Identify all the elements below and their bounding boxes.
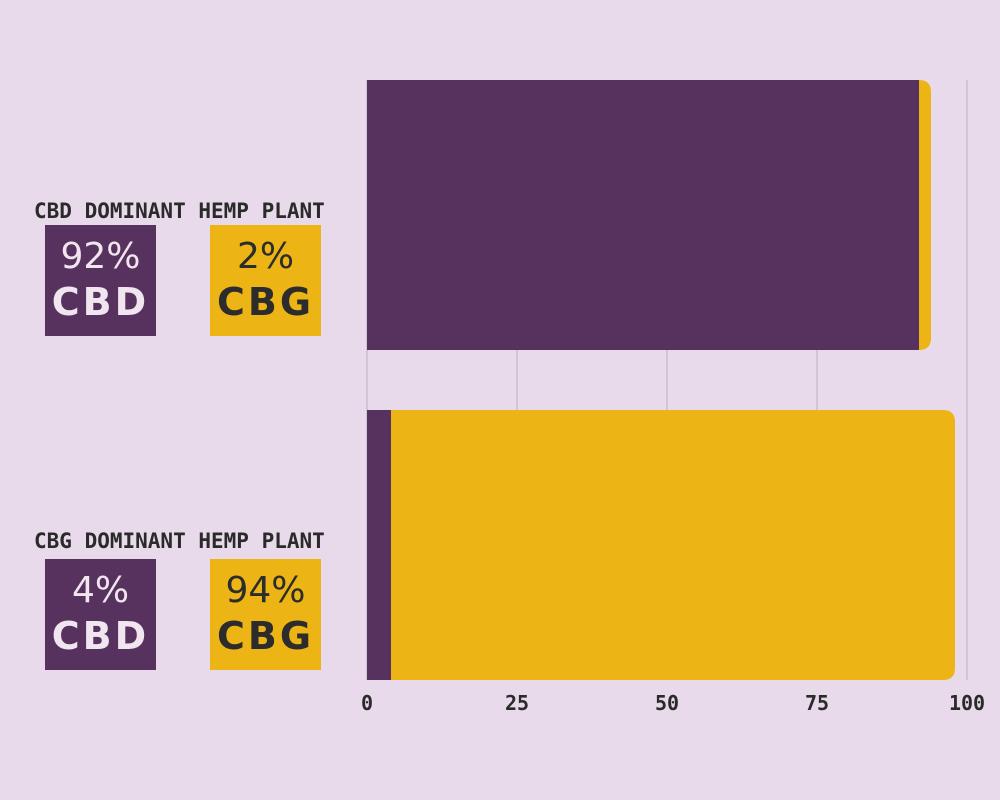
cbg-percent: 94%: [225, 570, 306, 611]
cbd-share-box-cbg-dominant: 4% CBD: [45, 559, 156, 670]
x-tick-label-50: 50: [655, 691, 679, 715]
bar-cbg-cbg-dominant: [391, 410, 955, 680]
cbd-label: CBD: [51, 614, 150, 658]
bars: [367, 80, 955, 680]
x-tick-label-0: 0: [361, 691, 373, 715]
cbd-percent: 92%: [60, 236, 141, 277]
bar-cbd-cbg-dominant: [367, 410, 391, 680]
cbg-share-box-cbg-dominant: 94% CBG: [210, 559, 321, 670]
x-tick-label-100: 100: [949, 691, 985, 715]
cbd-percent: 4%: [71, 570, 130, 611]
plant-title-cbd-dominant: CBD DOMINANT HEMP PLANT: [34, 199, 325, 223]
bar-cbd-cbd-dominant: [367, 80, 919, 350]
cbg-percent: 2%: [236, 236, 295, 277]
x-axis-ticks: 0 25 50 75 100: [361, 691, 985, 715]
bar-cbg-cbd-dominant: [919, 80, 931, 350]
x-tick-label-75: 75: [805, 691, 829, 715]
plant-title-cbg-dominant: CBG DOMINANT HEMP PLANT: [34, 529, 325, 553]
cbg-label: CBG: [216, 280, 315, 324]
cbg-label: CBG: [216, 614, 315, 658]
cbd-share-box-cbd-dominant: 92% CBD: [45, 225, 156, 336]
x-tick-label-25: 25: [505, 691, 529, 715]
cbd-label: CBD: [51, 280, 150, 324]
cbg-share-box-cbd-dominant: 2% CBG: [210, 225, 321, 336]
